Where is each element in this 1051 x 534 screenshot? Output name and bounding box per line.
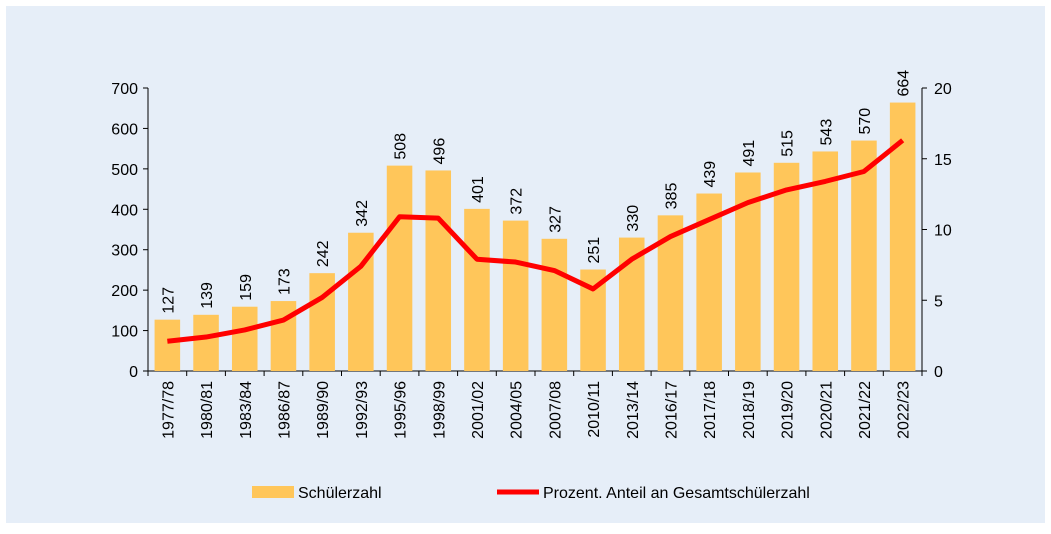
data-label: 127 — [160, 287, 177, 314]
y-tick-label: 700 — [111, 81, 138, 98]
x-tick-label: 2019/20 — [780, 381, 797, 439]
y-tick-label: 0 — [129, 364, 138, 381]
x-tick-label: 1986/87 — [276, 381, 293, 439]
bar — [464, 208, 490, 371]
x-tick-label: 2021/22 — [857, 381, 874, 439]
data-label: 342 — [354, 200, 371, 227]
y2-tick-label: 15 — [934, 152, 952, 169]
bar — [502, 220, 529, 371]
data-label: 401 — [470, 176, 487, 203]
y-tick-label: 200 — [111, 283, 138, 300]
data-label: 439 — [702, 161, 719, 188]
data-label: 327 — [547, 206, 564, 233]
y-tick-label: 500 — [111, 162, 138, 179]
x-tick-label: 1992/93 — [354, 381, 371, 439]
data-label: 385 — [663, 183, 680, 210]
x-tick-label: 2018/19 — [741, 381, 758, 439]
bar — [386, 165, 413, 371]
data-label: 139 — [199, 282, 216, 309]
bar — [231, 306, 258, 371]
x-tick-label: 2010/11 — [586, 381, 603, 438]
data-label: 664 — [896, 70, 913, 97]
y2-tick-label: 20 — [934, 81, 952, 98]
bar — [851, 140, 877, 371]
bar — [193, 314, 219, 371]
data-label: 496 — [431, 138, 448, 165]
x-tick-label: 2017/18 — [702, 381, 719, 439]
x-tick-label: 1980/81 — [199, 381, 216, 439]
y2-tick-label: 5 — [934, 293, 943, 310]
legend-swatch — [252, 486, 294, 498]
x-tick-label: 1998/99 — [431, 381, 448, 439]
y-tick-label: 100 — [111, 324, 138, 341]
data-label: 251 — [586, 237, 603, 264]
x-tick-label: 1983/84 — [238, 381, 255, 439]
legend-label: Prozent. Anteil an Gesamtschülerzahl — [543, 485, 810, 502]
y2-tick-label: 10 — [934, 223, 952, 240]
data-label: 491 — [741, 140, 758, 167]
y2-tick-label: 0 — [934, 364, 943, 381]
x-tick-label: 2004/05 — [509, 381, 526, 439]
bar — [541, 238, 568, 371]
line — [167, 138, 905, 344]
legend-label: Schülerzahl — [298, 485, 382, 502]
bar — [773, 162, 800, 371]
data-label: 372 — [509, 188, 526, 215]
bar — [154, 319, 181, 371]
x-tick-label: 2022/23 — [896, 381, 913, 439]
data-label: 242 — [315, 240, 332, 267]
data-label: 543 — [818, 119, 835, 146]
bar — [425, 170, 452, 371]
data-label: 570 — [857, 108, 874, 135]
x-tick-label: 1989/90 — [315, 381, 332, 439]
x-tick-label: 2016/17 — [663, 381, 680, 439]
data-label: 515 — [780, 130, 797, 157]
data-label: 330 — [625, 205, 642, 232]
data-label: 159 — [238, 274, 255, 301]
x-tick-label: 2020/21 — [818, 381, 835, 439]
y-tick-label: 300 — [111, 243, 138, 260]
x-tick-label: 1977/78 — [160, 381, 177, 439]
bar — [270, 301, 297, 371]
data-label: 173 — [276, 268, 293, 295]
data-label: 508 — [393, 133, 410, 160]
x-tick-label: 2001/02 — [470, 381, 487, 439]
y-tick-label: 600 — [111, 121, 138, 138]
x-tick-label: 1995/96 — [393, 381, 410, 439]
x-tick-label: 2007/08 — [547, 381, 564, 439]
y-tick-label: 400 — [111, 202, 138, 219]
x-tick-label: 2013/14 — [625, 381, 642, 439]
bar — [812, 151, 839, 371]
